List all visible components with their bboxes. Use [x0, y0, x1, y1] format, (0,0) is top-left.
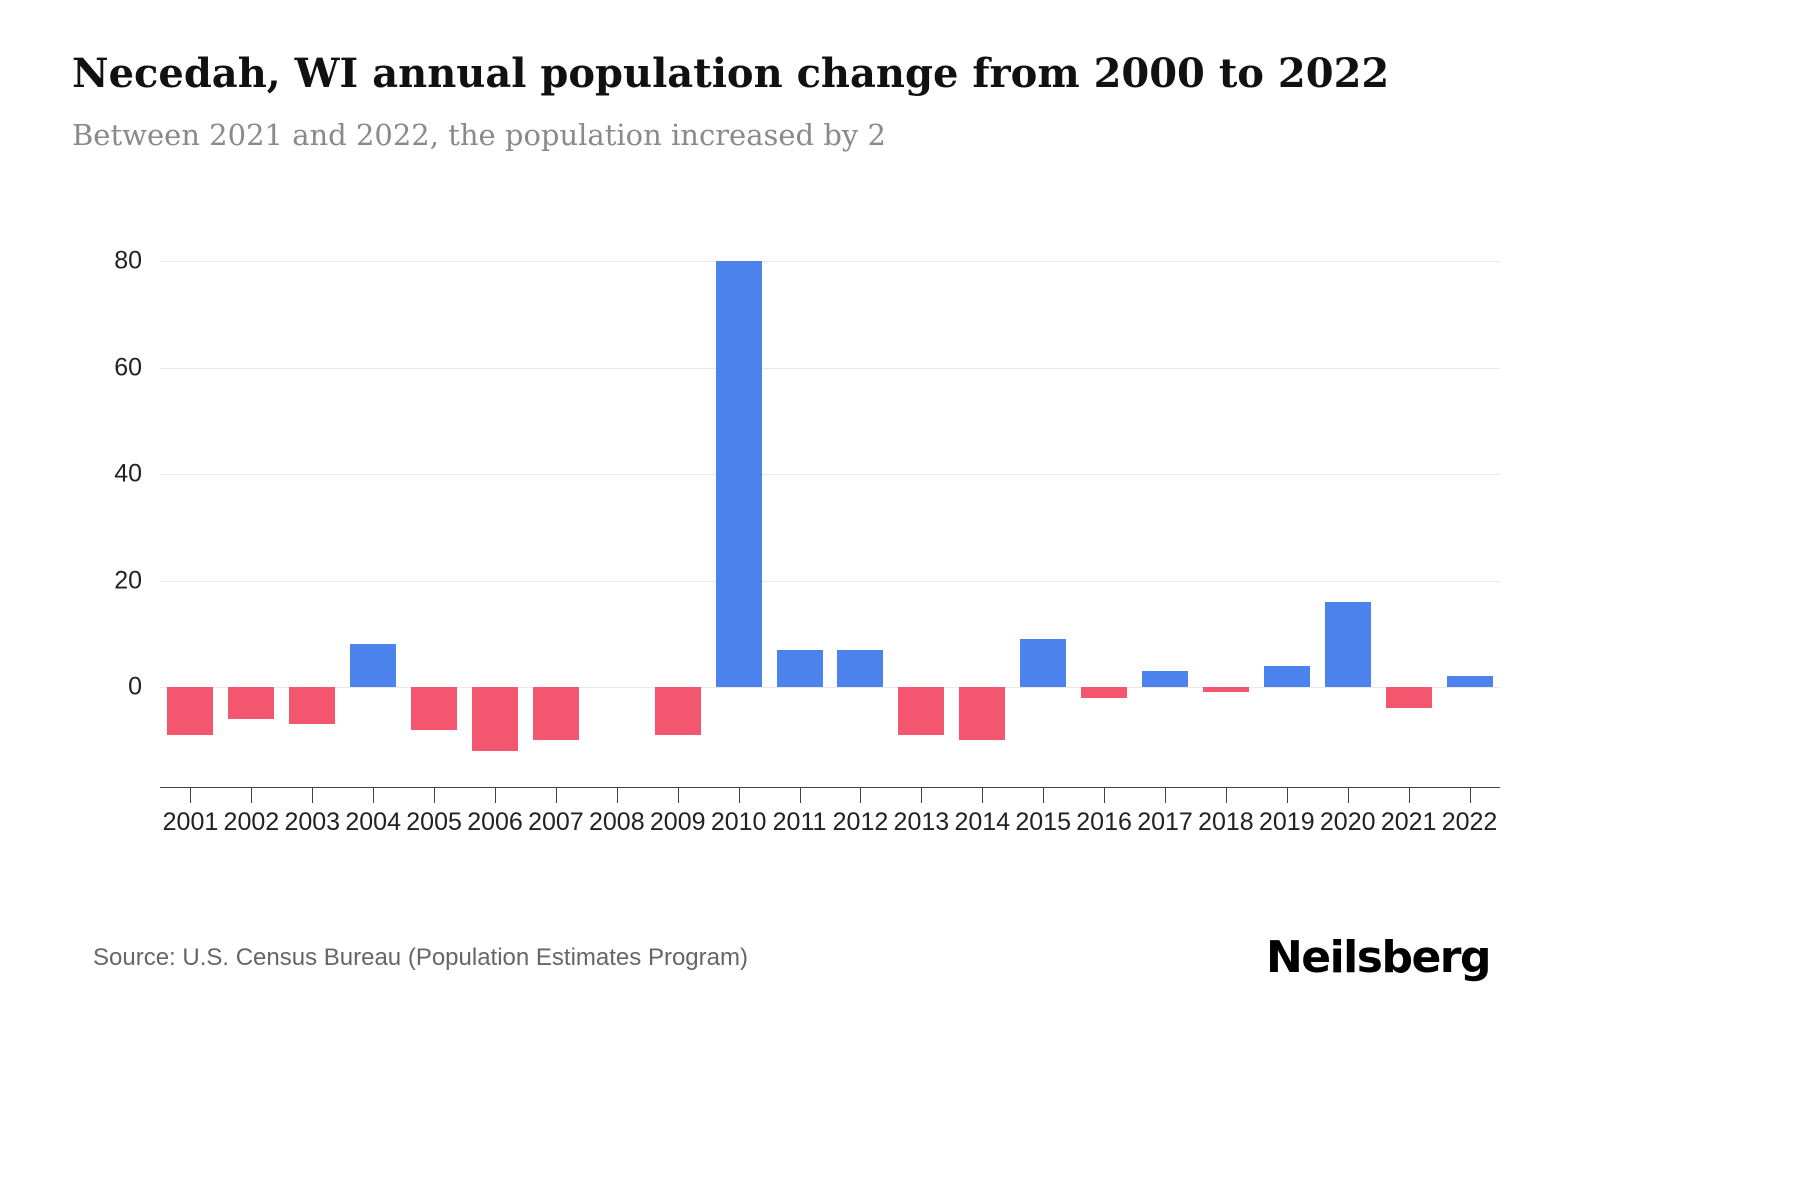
x-tick-2018	[1225, 787, 1227, 803]
y-axis-label-0: 0	[128, 672, 142, 701]
x-axis-label-2002: 2002	[223, 808, 280, 836]
x-axis-label-2015: 2015	[1015, 808, 1071, 836]
gridline-20	[160, 580, 1500, 582]
bar-2013	[898, 687, 945, 735]
x-axis-label-2003: 2003	[284, 808, 341, 836]
chart-title: Necedah, WI annual population change fro…	[72, 50, 1390, 97]
x-tick-2007	[555, 787, 557, 803]
x-tick-2019	[1286, 787, 1288, 803]
x-tick-2002	[251, 787, 253, 803]
x-tick-2011	[799, 787, 801, 803]
gridline-40	[160, 474, 1500, 475]
x-axis-label-2021: 2021	[1380, 808, 1437, 836]
bar-2014	[959, 687, 1006, 741]
x-axis-label-2018: 2018	[1198, 808, 1254, 836]
y-axis-label-80: 80	[114, 246, 142, 275]
gridline-80	[160, 261, 1500, 262]
x-axis-label-2008: 2008	[589, 808, 645, 836]
bar-2002	[228, 687, 275, 719]
y-axis-label-40: 40	[114, 459, 142, 488]
x-tick-2020	[1347, 787, 1349, 803]
bar-2016	[1081, 687, 1128, 698]
gridline-0	[160, 687, 1500, 688]
x-tick-2003	[312, 787, 314, 803]
x-axis-label-2009: 2009	[649, 808, 706, 836]
x-tick-2015	[1043, 787, 1045, 803]
x-tick-2012	[860, 787, 862, 803]
bar-2005	[411, 687, 458, 730]
bar-2010	[715, 261, 762, 687]
x-tick-2005	[434, 787, 436, 803]
y-axis-label-60: 60	[114, 353, 142, 381]
bar-2003	[289, 687, 336, 725]
x-axis-label-2020: 2020	[1319, 808, 1376, 836]
x-tick-2021	[1408, 787, 1410, 803]
x-tick-2001	[190, 787, 192, 803]
x-tick-2009	[677, 787, 679, 803]
y-axis-label-20: 20	[114, 566, 142, 594]
chart-subtitle: Between 2021 and 2022, the population in…	[72, 118, 886, 152]
bar-2015	[1020, 639, 1067, 687]
brand-logo: Neilsberg	[1265, 932, 1492, 983]
x-axis-label-2006: 2006	[467, 808, 523, 836]
source-note: Source: U.S. Census Bureau (Population E…	[93, 944, 748, 971]
bar-2018	[1202, 687, 1249, 693]
x-axis-label-2013: 2013	[893, 808, 950, 836]
x-axis-label-2001: 2001	[162, 808, 219, 836]
x-tick-2013	[921, 787, 923, 803]
x-axis-label-2017: 2017	[1137, 808, 1193, 836]
bar-2007	[532, 687, 579, 741]
x-axis-label-2019: 2019	[1259, 808, 1315, 836]
x-axis-label-2012: 2012	[832, 808, 889, 836]
x-axis-label-2022: 2022	[1441, 808, 1498, 836]
bar-2006	[472, 687, 518, 751]
x-tick-2004	[373, 787, 375, 803]
x-tick-2006	[495, 787, 496, 803]
x-tick-2008	[616, 787, 618, 803]
x-axis-label-2004: 2004	[345, 808, 401, 836]
x-axis-label-2005: 2005	[406, 808, 462, 836]
x-axis-label-2014: 2014	[954, 808, 1011, 836]
bar-2019	[1263, 665, 1310, 687]
x-axis-label-2010: 2010	[710, 808, 767, 836]
bar-2004	[350, 644, 397, 687]
bar-2009	[654, 687, 701, 735]
bar-2022	[1446, 676, 1493, 687]
x-tick-2016	[1104, 787, 1106, 803]
x-tick-2022	[1469, 787, 1471, 803]
x-axis-label-2011: 2011	[772, 808, 827, 836]
bar-2021	[1385, 687, 1432, 709]
x-axis-line	[160, 787, 1500, 788]
bar-2012	[837, 649, 884, 687]
x-axis-label-2016: 2016	[1076, 808, 1132, 836]
bar-2020	[1324, 601, 1371, 687]
x-tick-2014	[982, 787, 984, 803]
x-tick-2010	[738, 787, 740, 803]
x-axis-label-2007: 2007	[528, 808, 584, 836]
bar-2017	[1142, 671, 1188, 687]
x-tick-2017	[1165, 787, 1166, 803]
bar-2001	[167, 687, 214, 735]
bar-2011	[776, 649, 823, 687]
gridline-60	[160, 367, 1500, 369]
